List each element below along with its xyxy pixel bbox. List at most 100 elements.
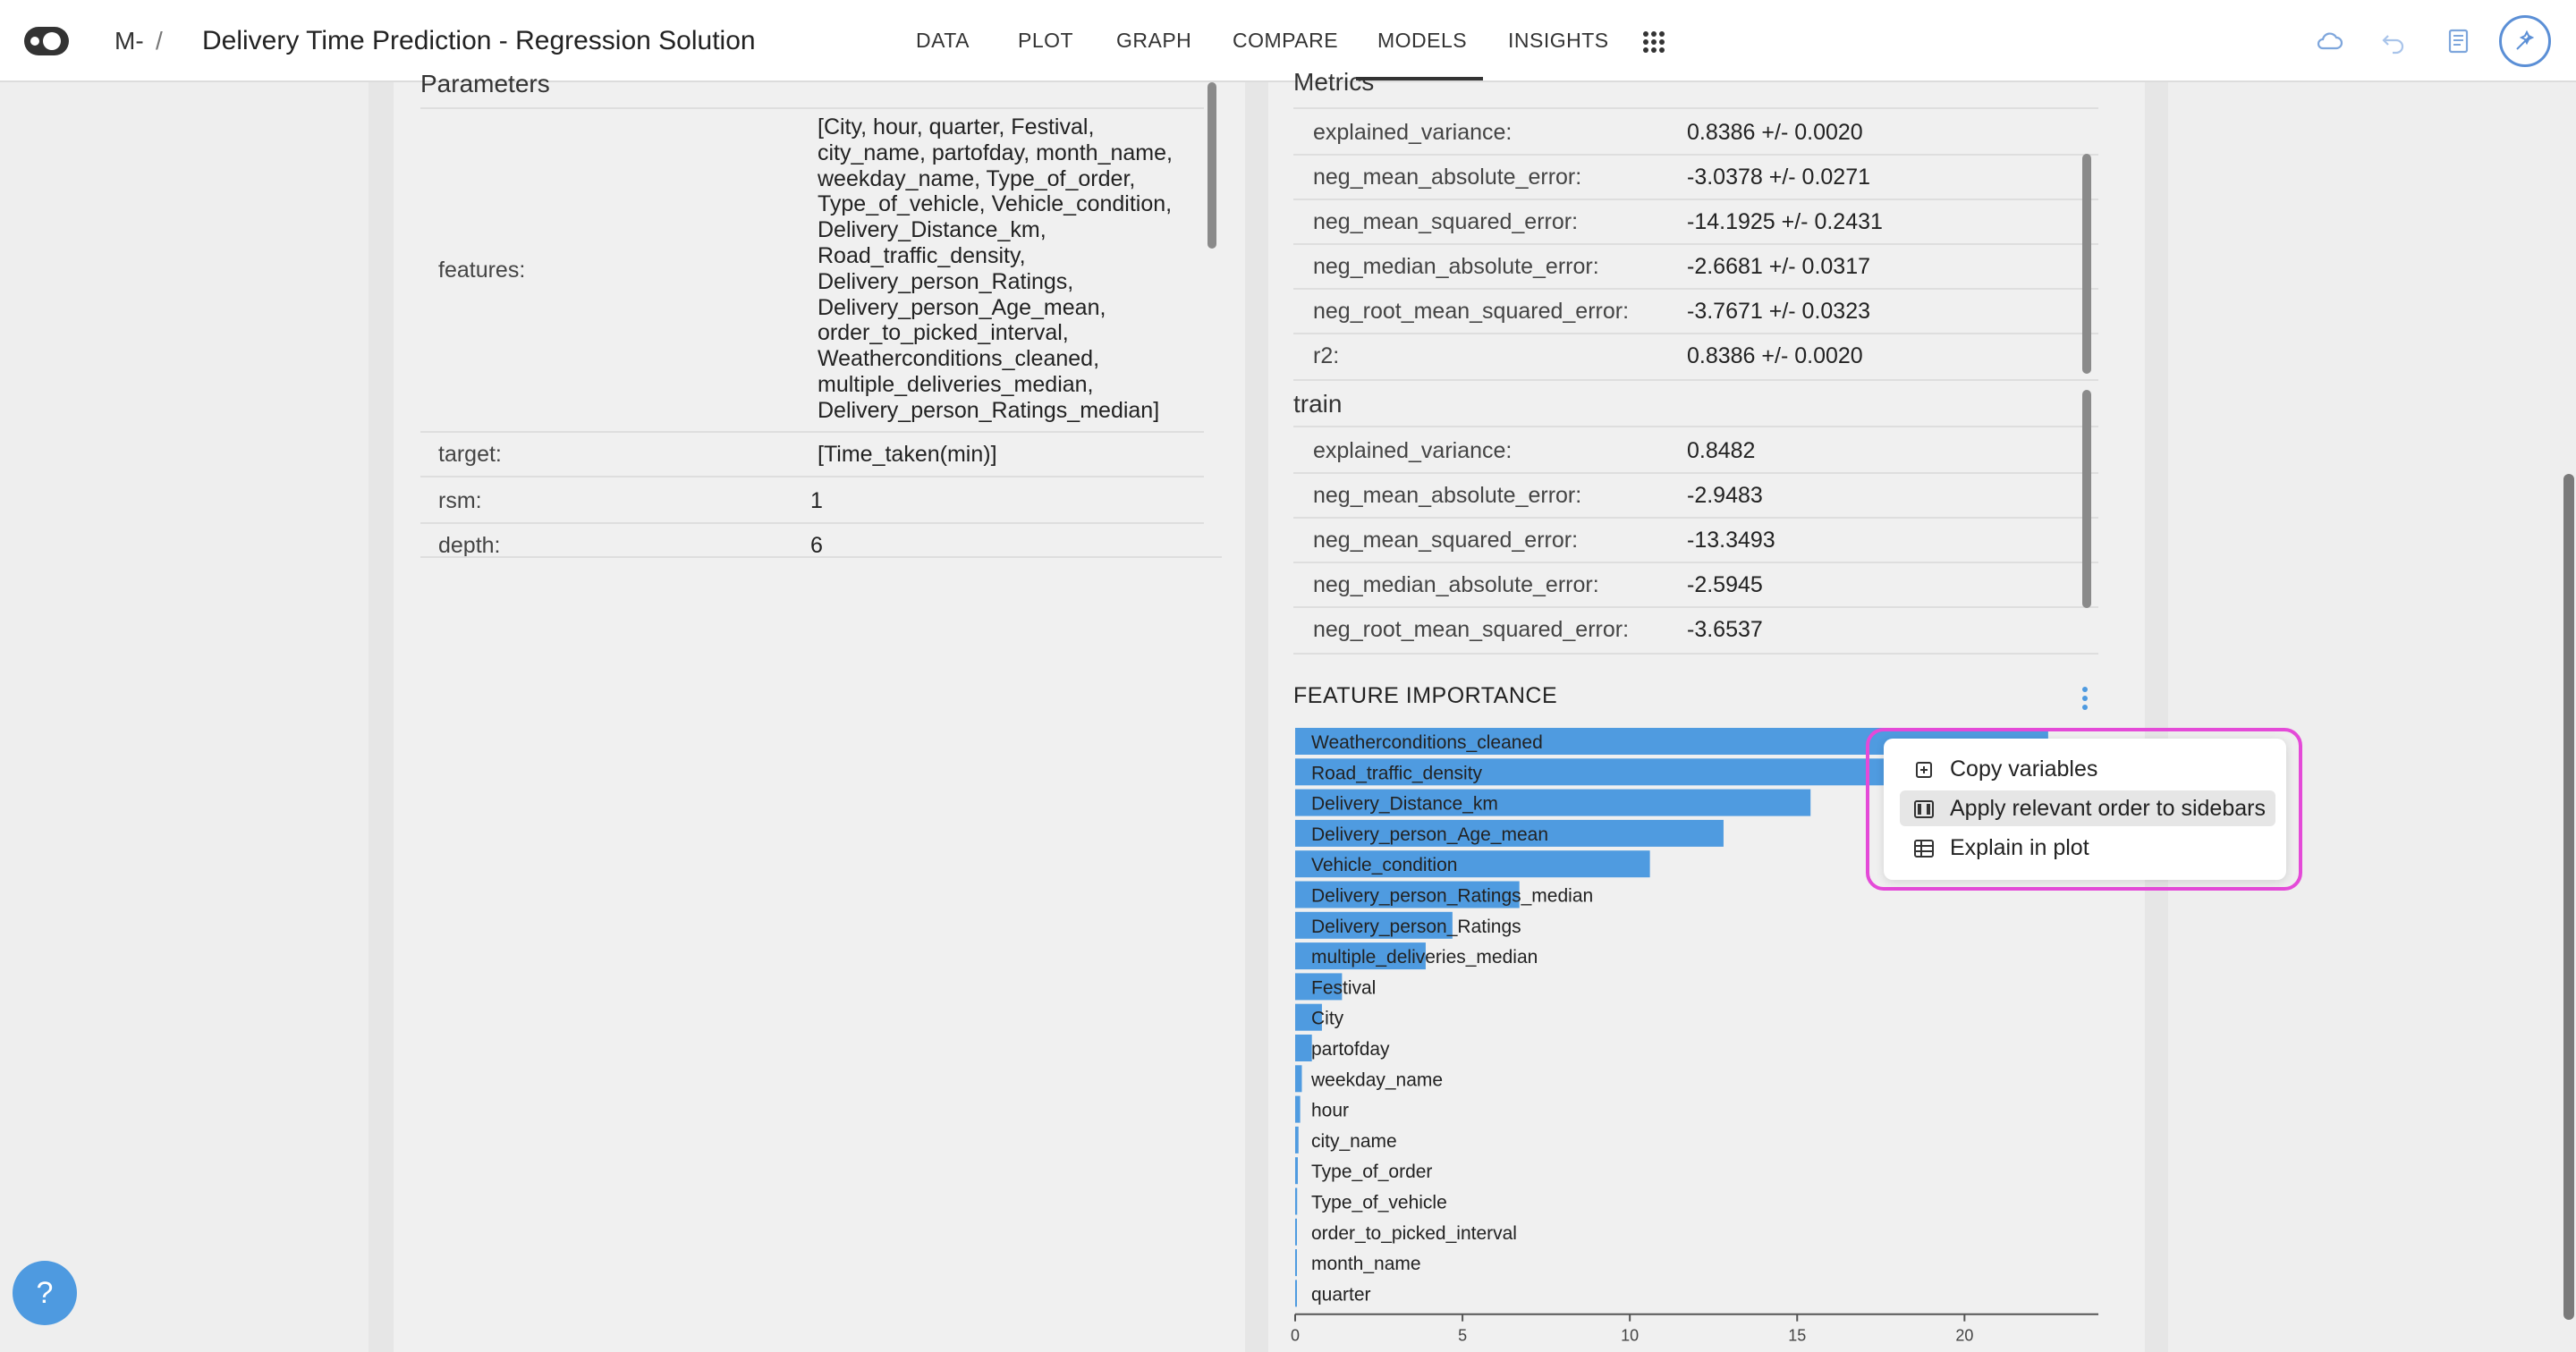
- bar-Type_of_vehicle[interactable]: [1295, 1187, 1298, 1215]
- bar-label: Vehicle_condition: [1311, 855, 1457, 875]
- metric-value: -14.1925 +/- 0.2431: [1687, 209, 1883, 234]
- metric-label: neg_median_absolute_error:: [1313, 572, 1599, 597]
- bar-label: Type_of_vehicle: [1311, 1193, 1447, 1213]
- bar-City[interactable]: [1295, 1003, 1322, 1031]
- menu-item-explain-in-plot[interactable]: Explain in plot: [1900, 830, 2275, 866]
- feature-importance-title: FEATURE IMPORTANCE: [1293, 683, 1558, 708]
- bar-label: Weatherconditions_cleaned: [1311, 732, 1543, 753]
- train-metrics-scrollbar[interactable]: [2082, 390, 2091, 608]
- test-metrics-scrollbar[interactable]: [2082, 154, 2091, 374]
- param-value-target: [Time_taken(min)]: [818, 442, 997, 467]
- bar-label: Delivery_person_Age_mean: [1311, 824, 1548, 845]
- bar-partofday[interactable]: [1295, 1035, 1312, 1061]
- more-options-icon[interactable]: [2080, 685, 2089, 712]
- divider: [420, 476, 1204, 477]
- bar-Delivery_person_Ratings_median[interactable]: [1295, 881, 1520, 908]
- bar-label: month_name: [1311, 1254, 1421, 1274]
- parameters-scrollbar[interactable]: [1208, 82, 1216, 249]
- breadcrumb-model[interactable]: M-: [114, 27, 144, 55]
- divider: [1293, 472, 2098, 474]
- divider: [420, 107, 1204, 109]
- menu-item-apply-order[interactable]: Apply relevant order to sidebars: [1900, 790, 2275, 826]
- bar-city_name[interactable]: [1295, 1126, 1299, 1153]
- menu-item-label: Apply relevant order to sidebars: [1950, 796, 2266, 821]
- parameters-panel: [394, 82, 1245, 1352]
- divider: [1293, 379, 2098, 381]
- copy-variables-icon: [1916, 762, 1932, 778]
- bar-multiple_deliveries_median[interactable]: [1295, 942, 1426, 970]
- tab-compare[interactable]: COMPARE: [1233, 29, 1339, 52]
- divider: [1293, 562, 2098, 563]
- divider: [1293, 243, 2098, 245]
- features-line: [City, hour, quarter, Festival,: [818, 114, 1095, 139]
- bar-Type_of_order[interactable]: [1295, 1157, 1298, 1185]
- tab-plot[interactable]: PLOT: [1018, 29, 1074, 52]
- divider: [420, 556, 1222, 558]
- bar-Vehicle_condition[interactable]: [1295, 850, 1650, 878]
- project-title[interactable]: Delivery Time Prediction - Regression So…: [202, 26, 756, 55]
- menu-item-copy-variables[interactable]: Copy variables: [1900, 751, 2275, 787]
- menu-highlight-outline: [1866, 728, 2302, 891]
- bar-label: city_name: [1311, 1131, 1397, 1152]
- x-tick-label: 0: [1291, 1327, 1300, 1345]
- metric-value: 0.8482: [1687, 438, 1756, 463]
- bar-label: weekday_name: [1310, 1069, 1443, 1090]
- bar-Delivery_Distance_km[interactable]: [1295, 789, 1811, 816]
- param-value-rsm: 1: [810, 488, 823, 513]
- tab-graph[interactable]: GRAPH: [1116, 29, 1192, 52]
- bar-label: order_to_picked_interval: [1311, 1223, 1517, 1244]
- divider: [1293, 653, 2098, 655]
- metric-label: explained_variance:: [1313, 120, 1513, 145]
- param-label-depth: depth:: [438, 533, 501, 558]
- tab-data[interactable]: DATA: [916, 29, 970, 52]
- app-logo-icon[interactable]: [23, 23, 70, 59]
- bar-Festival[interactable]: [1295, 973, 1343, 1001]
- features-line: Type_of_vehicle, Vehicle_condition,: [818, 191, 1173, 217]
- active-tab-indicator: [1356, 77, 1483, 80]
- divider: [1293, 606, 2098, 608]
- assistant-icon: [2516, 30, 2535, 50]
- undo-icon[interactable]: [2379, 27, 2408, 55]
- x-tick-label: 5: [1458, 1327, 1467, 1345]
- bar-hour[interactable]: [1295, 1095, 1301, 1123]
- train-title: train: [1293, 390, 1343, 418]
- bar-Delivery_person_Ratings[interactable]: [1295, 911, 1453, 939]
- parameters-title: Parameters: [420, 70, 550, 97]
- bar-order_to_picked_interval[interactable]: [1295, 1218, 1297, 1246]
- page-scrollbar[interactable]: [2563, 474, 2574, 1320]
- metric-label: neg_mean_absolute_error:: [1313, 165, 1582, 190]
- features-line: Delivery_person_Ratings,: [818, 268, 1074, 294]
- features-line: Delivery_Distance_km,: [818, 217, 1046, 243]
- divider: [1293, 517, 2098, 519]
- menu-item-label: Explain in plot: [1950, 835, 2089, 860]
- bar-label: partofday: [1311, 1039, 1390, 1060]
- divider: [1293, 333, 2098, 334]
- metric-label: r2:: [1313, 343, 1340, 368]
- features-line: Weatherconditions_cleaned,: [818, 346, 1100, 372]
- bar-Road_traffic_density[interactable]: [1295, 758, 1898, 786]
- metric-label: neg_mean_absolute_error:: [1313, 483, 1582, 508]
- features-line: order_to_picked_interval,: [818, 320, 1069, 346]
- apps-grid-icon[interactable]: [1642, 30, 1665, 54]
- bar-label: multiple_deliveries_median: [1311, 947, 1538, 968]
- metric-value: -2.9483: [1687, 483, 1763, 508]
- context-menu: Copy variables Apply relevant order to s…: [1884, 739, 2286, 880]
- help-button[interactable]: ?: [13, 1261, 77, 1325]
- bar-quarter[interactable]: [1295, 1280, 1297, 1307]
- bar-month_name[interactable]: [1295, 1249, 1297, 1277]
- tab-models[interactable]: MODELS: [1377, 29, 1468, 52]
- bar-Delivery_person_Age_mean[interactable]: [1295, 819, 1724, 847]
- bar-weekday_name[interactable]: [1295, 1065, 1302, 1093]
- cloud-icon[interactable]: [2315, 27, 2343, 55]
- bar-label: Road_traffic_density: [1311, 763, 1483, 783]
- metric-label: neg_median_absolute_error:: [1313, 254, 1599, 279]
- assistant-button[interactable]: [2499, 15, 2551, 67]
- menu-item-label: Copy variables: [1950, 756, 2098, 782]
- notebook-icon[interactable]: [2444, 27, 2472, 55]
- table-icon: [1914, 840, 1934, 858]
- bar-label: quarter: [1311, 1284, 1371, 1305]
- bar-label: Delivery_Distance_km: [1311, 794, 1498, 815]
- sidebar-order-icon: [1914, 800, 1934, 818]
- tab-insights[interactable]: INSIGHTS: [1508, 29, 1609, 52]
- param-label-target: target:: [438, 442, 502, 467]
